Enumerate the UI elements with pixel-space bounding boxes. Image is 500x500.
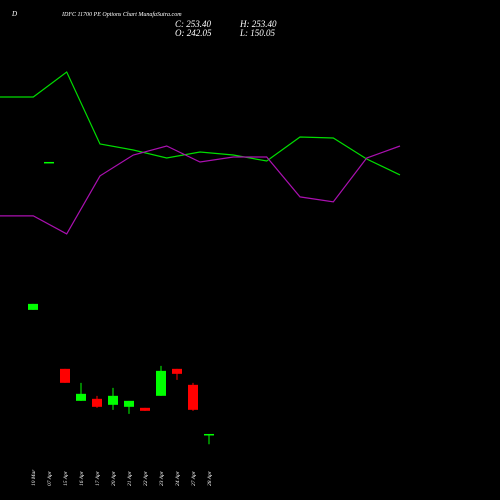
x-tick-label: 22 Apr xyxy=(143,470,149,486)
candle-body xyxy=(76,393,86,401)
candle-body xyxy=(108,395,118,405)
candle-body xyxy=(92,398,102,407)
candle-body xyxy=(156,370,166,396)
x-tick-label: 20 Apr xyxy=(111,470,117,486)
x-tick-label: 24 Apr xyxy=(174,470,181,486)
x-tick-label: 27 Apr xyxy=(191,470,197,486)
price-line xyxy=(0,145,401,235)
x-tick-label: 07 Apr xyxy=(47,470,53,486)
x-tick-label: 17 Apr xyxy=(95,470,101,486)
low-label: L: 150.05 xyxy=(239,28,276,38)
candle-body xyxy=(172,368,182,374)
x-tick-label: 23 Apr xyxy=(159,470,165,486)
candle-body xyxy=(60,368,70,383)
candle-body xyxy=(124,400,134,407)
chart-title: IDFC 11700 PE Options Chart MunafaSutra.… xyxy=(61,11,182,18)
open-label: O: 242.05 xyxy=(175,28,212,38)
close-label: C: 253.40 xyxy=(175,19,212,29)
candle-body xyxy=(204,433,214,436)
x-tick-label: 10 Mar xyxy=(31,469,37,486)
candle-body xyxy=(28,303,38,310)
x-tick-label: 15 Apr xyxy=(63,470,69,486)
price-line xyxy=(0,71,401,176)
x-tick-label: 21 Apr xyxy=(127,470,133,486)
x-tick-label: 28 Apr xyxy=(207,470,213,486)
candle-body xyxy=(140,407,150,411)
x-tick-label: 16 Apr xyxy=(79,470,85,486)
candle-body xyxy=(188,384,198,410)
candle-body xyxy=(44,161,54,164)
symbol: D xyxy=(11,10,17,18)
high-label: H: 253.40 xyxy=(239,19,277,29)
